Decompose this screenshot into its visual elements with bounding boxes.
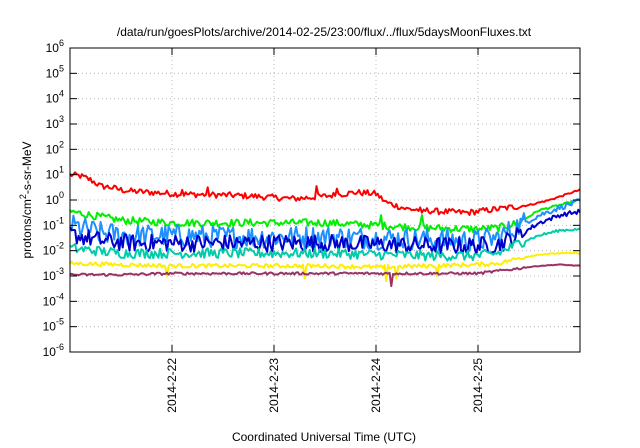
y-tick-label-exponent: 1 [59,165,64,175]
series-line-1 [69,171,581,216]
y-tick-label: 10-3 [43,266,64,283]
x-tick-label: 2014-2-22 [165,358,179,413]
chart-title: /data/run/goesPlots/archive/2014-02-25/2… [117,25,532,39]
y-tick-label-base: 10 [46,193,60,207]
y-tick-label-exponent: -3 [56,266,64,276]
y-tick-label: 10-2 [43,241,64,258]
y-tick-label-exponent: 6 [59,38,64,48]
y-tick-label-base: 10 [43,345,57,359]
y-tick-label-exponent: 4 [59,89,64,99]
y-tick-label-base: 10 [43,244,57,258]
y-tick-label-base: 10 [43,294,57,308]
y-tick-label-exponent: 5 [59,63,64,73]
y-tick-label-base: 10 [46,92,60,106]
x-tick-label: 2014-2-23 [267,358,281,413]
y-tick-label-exponent: 2 [59,139,64,149]
y-tick-label-base: 10 [43,218,57,232]
y-tick-label: 10-4 [43,291,64,308]
grid [70,48,580,352]
y-tick-label-exponent: -2 [56,241,64,251]
y-axis-label-prefix: protons/cm [20,199,34,258]
series-line-5 [69,227,581,262]
x-axis-label: Coordinated Universal Time (UTC) [232,430,416,444]
series-line-2 [69,198,580,234]
series-line-4 [69,208,581,255]
y-axis: 10-610-510-410-310-210-11001011021031041… [43,38,580,359]
x-tick-label: 2014-2-25 [471,358,485,413]
y-tick-label-base: 10 [46,41,60,55]
series-group [69,171,581,288]
y-tick-label-exponent: -5 [56,317,64,327]
y-tick-label: 10-1 [43,215,64,232]
y-tick-label-exponent: 0 [59,190,64,200]
y-tick-label: 105 [46,63,64,80]
y-tick-label-base: 10 [46,142,60,156]
y-tick-label: 100 [46,190,64,207]
y-tick-label-base: 10 [43,269,57,283]
y-tick-label-base: 10 [46,66,60,80]
y-tick-label: 106 [46,38,64,55]
series-line-3 [69,198,581,252]
y-tick-label-base: 10 [46,168,60,182]
x-axis: 2014-2-22 2014-2-23 2014-2-24 2014-2-25 [165,48,485,413]
y-tick-label-exponent: -6 [56,342,64,352]
y-tick-label-base: 10 [43,320,57,334]
y-tick-label: 103 [46,114,64,131]
y-tick-label-exponent: 3 [59,114,64,124]
y-tick-label: 101 [46,165,64,182]
series-line-7 [69,263,581,288]
y-tick-label: 104 [46,89,64,106]
y-axis-label-suffix: -s-sr-MeV [20,141,34,194]
y-tick-label: 10-6 [43,342,64,359]
y-tick-label-exponent: -1 [56,215,64,225]
y-tick-label-base: 10 [46,117,60,131]
y-tick-label: 102 [46,139,64,156]
y-axis-label: protons/cm2-s-sr-MeV [18,141,34,258]
y-tick-label: 10-5 [43,317,64,334]
y-tick-label-exponent: -4 [56,291,64,301]
x-tick-label: 2014-2-24 [369,358,383,413]
series-line-6 [69,251,581,283]
y-axis-label-sup: 2 [18,194,28,199]
